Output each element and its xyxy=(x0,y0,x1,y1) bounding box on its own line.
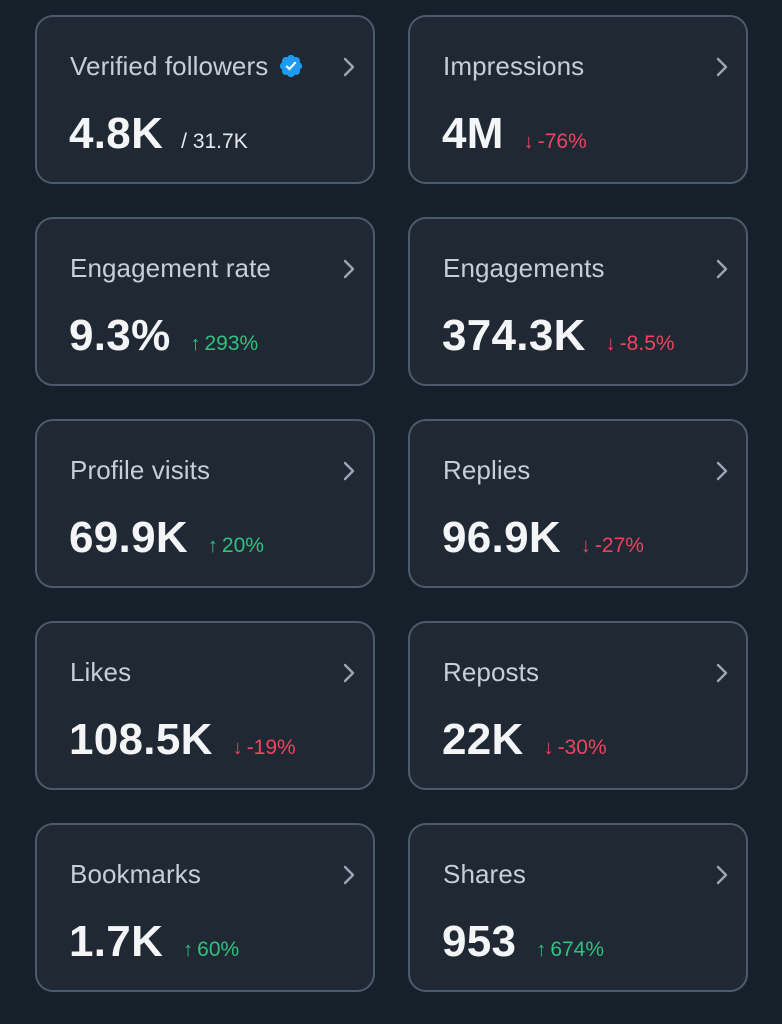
chevron-right-icon xyxy=(716,865,728,885)
card-title: Bookmarks xyxy=(70,858,201,889)
change-value: -27% xyxy=(594,534,644,557)
change-indicator: ↑ 674% xyxy=(536,938,604,962)
chevron-right-icon xyxy=(343,663,355,683)
card-value: 1.7K xyxy=(69,917,164,966)
card-title-row: Reposts xyxy=(443,656,539,688)
card-title-row: Impressions xyxy=(443,50,584,82)
change-value: -8.5% xyxy=(619,332,675,355)
card-reposts[interactable]: Reposts 22K ↓ -30% xyxy=(408,621,748,790)
arrow-down-icon: ↓ xyxy=(232,737,243,759)
verified-badge-icon xyxy=(278,53,304,79)
change-indicator: ↑ 293% xyxy=(191,332,259,356)
card-title: Replies xyxy=(443,454,531,485)
card-value: 4.8K xyxy=(69,109,164,158)
card-value: 953 xyxy=(442,917,517,966)
change-value: -19% xyxy=(246,736,296,759)
card-title-row: Likes xyxy=(70,656,131,688)
card-value-row: 9.3% ↑ 293% xyxy=(69,311,258,361)
card-title-row: Profile visits xyxy=(70,454,210,486)
card-value-row: 4.8K / 31.7K xyxy=(69,109,248,159)
arrow-up-icon: ↑ xyxy=(536,939,547,961)
card-title: Reposts xyxy=(443,656,540,687)
chevron-right-icon xyxy=(716,663,728,683)
change-value: 20% xyxy=(221,534,264,557)
card-value: 4M xyxy=(442,109,504,158)
chevron-right-icon xyxy=(716,259,728,279)
card-title-row: Engagement rate xyxy=(70,252,271,284)
chevron-right-icon xyxy=(716,57,728,77)
card-value-row: 1.7K ↑ 60% xyxy=(69,917,239,967)
change-indicator: ↑ 60% xyxy=(183,938,239,962)
card-impressions[interactable]: Impressions 4M ↓ -76% xyxy=(408,15,748,184)
chevron-right-icon xyxy=(343,865,355,885)
card-replies[interactable]: Replies 96.9K ↓ -27% xyxy=(408,419,748,588)
card-value: 22K xyxy=(442,715,524,764)
arrow-up-icon: ↑ xyxy=(190,333,201,355)
card-value-row: 22K ↓ -30% xyxy=(442,715,607,765)
arrow-down-icon: ↓ xyxy=(605,333,616,355)
card-title: Engagements xyxy=(443,252,605,283)
change-indicator: ↓ -76% xyxy=(524,130,587,154)
card-value: 9.3% xyxy=(69,311,171,360)
chevron-right-icon xyxy=(343,57,355,77)
analytics-grid: Verified followers 4.8K / 31.7K Impressi… xyxy=(35,15,748,992)
change-indicator: ↓ -8.5% xyxy=(606,332,675,356)
card-value-row: 108.5K ↓ -19% xyxy=(69,715,296,765)
card-likes[interactable]: Likes 108.5K ↓ -19% xyxy=(35,621,375,790)
arrow-down-icon: ↓ xyxy=(580,535,591,557)
card-engagement-rate[interactable]: Engagement rate 9.3% ↑ 293% xyxy=(35,217,375,386)
change-indicator: ↓ -30% xyxy=(544,736,607,760)
card-title: Profile visits xyxy=(70,454,211,485)
card-value-row: 953 ↑ 674% xyxy=(442,917,604,967)
arrow-up-icon: ↑ xyxy=(207,535,218,557)
chevron-right-icon xyxy=(716,461,728,481)
change-value: -30% xyxy=(557,736,607,759)
arrow-up-icon: ↑ xyxy=(183,939,194,961)
card-total: / 31.7K xyxy=(181,130,248,153)
change-indicator: ↓ -27% xyxy=(581,534,644,558)
chevron-right-icon xyxy=(343,461,355,481)
card-title-row: Verified followers xyxy=(70,50,304,82)
change-value: -76% xyxy=(537,130,587,153)
arrow-down-icon: ↓ xyxy=(523,131,534,153)
card-title: Shares xyxy=(443,858,526,889)
card-shares[interactable]: Shares 953 ↑ 674% xyxy=(408,823,748,992)
change-value: 293% xyxy=(204,332,259,355)
card-profile-visits[interactable]: Profile visits 69.9K ↑ 20% xyxy=(35,419,375,588)
card-value-row: 4M ↓ -76% xyxy=(442,109,587,159)
card-title: Impressions xyxy=(443,50,585,81)
chevron-right-icon xyxy=(343,259,355,279)
card-title: Likes xyxy=(70,656,132,687)
card-title-row: Shares xyxy=(443,858,526,890)
change-indicator: ↓ -19% xyxy=(233,736,296,760)
card-title-row: Engagements xyxy=(443,252,605,284)
card-title-row: Replies xyxy=(443,454,530,486)
card-title: Verified followers xyxy=(70,50,269,81)
card-value-row: 374.3K ↓ -8.5% xyxy=(442,311,675,361)
card-value: 374.3K xyxy=(442,311,586,360)
card-value-row: 69.9K ↑ 20% xyxy=(69,513,264,563)
card-title: Engagement rate xyxy=(70,252,271,283)
arrow-down-icon: ↓ xyxy=(543,737,554,759)
change-value: 60% xyxy=(197,938,240,961)
card-verified-followers[interactable]: Verified followers 4.8K / 31.7K xyxy=(35,15,375,184)
change-value: 674% xyxy=(550,938,605,961)
card-bookmarks[interactable]: Bookmarks 1.7K ↑ 60% xyxy=(35,823,375,992)
card-value: 69.9K xyxy=(69,513,188,562)
card-engagements[interactable]: Engagements 374.3K ↓ -8.5% xyxy=(408,217,748,386)
card-value: 96.9K xyxy=(442,513,561,562)
change-indicator: ↑ 20% xyxy=(208,534,264,558)
card-title-row: Bookmarks xyxy=(70,858,201,890)
card-value-row: 96.9K ↓ -27% xyxy=(442,513,644,563)
card-value: 108.5K xyxy=(69,715,213,764)
